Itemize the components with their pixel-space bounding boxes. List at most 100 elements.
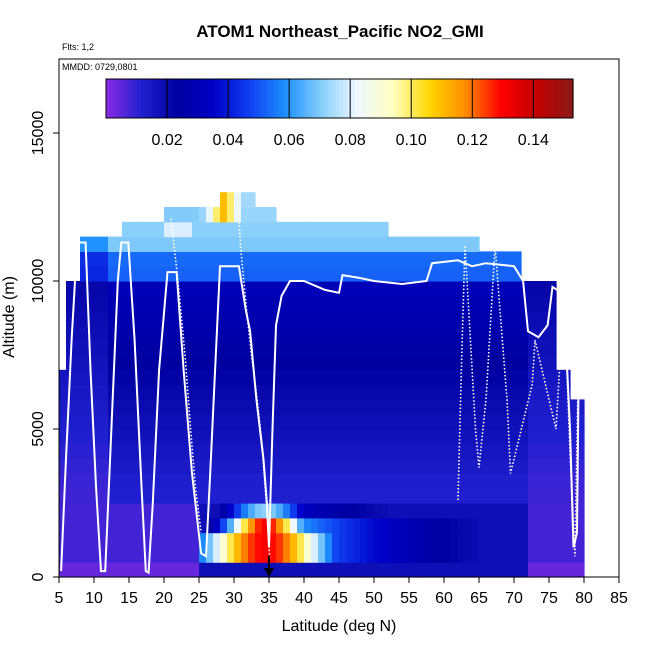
heatmap-cell <box>353 488 361 504</box>
heatmap-cell <box>87 325 95 341</box>
heatmap-cell <box>521 355 529 371</box>
heatmap-cell <box>318 340 326 356</box>
heatmap-cell <box>206 429 214 445</box>
heatmap-cell <box>577 443 585 460</box>
colorbar-swatch <box>483 79 488 118</box>
colorbar-swatch <box>374 79 380 118</box>
heatmap-cell <box>206 251 214 267</box>
heatmap-cell <box>423 458 431 474</box>
heatmap-cell <box>493 369 501 386</box>
heatmap-cell <box>465 251 473 267</box>
colorbar-swatch <box>456 79 461 118</box>
heatmap-cell <box>472 310 480 326</box>
heatmap-cell <box>535 414 543 430</box>
heatmap-cell <box>360 532 368 548</box>
heatmap-cell <box>514 281 522 297</box>
heatmap-cell <box>346 473 354 489</box>
heatmap-cell <box>297 221 305 238</box>
heatmap-cell <box>339 429 347 445</box>
heatmap-cell <box>220 281 228 297</box>
heatmap-cell <box>402 399 410 415</box>
colorbar-swatch <box>366 79 372 118</box>
heatmap-cell <box>409 340 417 356</box>
heatmap-cell <box>269 281 277 297</box>
heatmap-cell <box>150 221 158 238</box>
heatmap-cell <box>108 517 116 534</box>
colorbar-tick-label: 0.12 <box>457 132 488 149</box>
heatmap-cell <box>248 488 256 504</box>
heatmap-cell <box>409 266 417 282</box>
heatmap-cell <box>297 473 305 489</box>
heatmap-cell <box>290 340 298 356</box>
heatmap-cell <box>486 488 494 504</box>
heatmap-cell <box>423 310 431 326</box>
heatmap-cell <box>514 355 522 371</box>
colorbar-swatch <box>514 79 520 118</box>
heatmap-cell <box>367 414 375 430</box>
heatmap-cell <box>101 532 109 548</box>
heatmap-cell <box>234 355 242 371</box>
heatmap-cell <box>220 221 228 238</box>
heatmap-cell <box>87 458 95 474</box>
heatmap-cell <box>500 266 508 282</box>
heatmap-cell <box>304 399 312 415</box>
heatmap-cell <box>514 443 522 460</box>
heatmap-cell <box>402 473 410 489</box>
colorbar-swatch <box>351 79 356 118</box>
heatmap-cell <box>444 236 452 252</box>
heatmap-cell <box>451 473 459 489</box>
heatmap-cell <box>402 458 410 474</box>
heatmap-cell <box>542 414 550 430</box>
heatmap-cell <box>248 310 256 326</box>
colorbar-swatch <box>323 79 329 118</box>
heatmap-cell <box>255 547 263 563</box>
heatmap-cell <box>388 414 396 430</box>
heatmap-cell <box>563 458 571 474</box>
heatmap-cell <box>332 547 340 563</box>
heatmap-cell <box>451 458 459 474</box>
heatmap-cell <box>248 429 256 445</box>
heatmap-cell <box>388 281 396 297</box>
heatmap-cell <box>164 355 172 371</box>
heatmap-cell <box>374 325 382 341</box>
heatmap-cell <box>255 310 263 326</box>
heatmap-cell <box>311 547 319 563</box>
heatmap-cell <box>549 532 557 548</box>
heatmap-cell <box>423 488 431 504</box>
heatmap-cell <box>514 517 522 534</box>
colorbar-swatch <box>553 79 559 118</box>
heatmap-cell <box>171 414 179 430</box>
heatmap-cell <box>122 355 130 371</box>
heatmap-cell <box>241 251 249 267</box>
heatmap-cell <box>423 399 431 415</box>
heatmap-cell <box>430 281 438 297</box>
heatmap-cell <box>297 517 305 534</box>
heatmap-cell <box>521 458 529 474</box>
heatmap-cell <box>465 399 473 415</box>
heatmap-cell <box>290 295 298 312</box>
heatmap-cell <box>339 236 347 252</box>
heatmap-cell <box>276 281 284 297</box>
heatmap-cell <box>381 281 389 297</box>
heatmap-cell <box>122 547 130 563</box>
heatmap-cell <box>115 562 123 578</box>
heatmap-cell <box>136 384 144 400</box>
heatmap-cell <box>115 488 123 504</box>
heatmap-cell <box>332 355 340 371</box>
heatmap-cell <box>192 399 200 415</box>
heatmap-cell <box>332 310 340 326</box>
heatmap-cell <box>430 547 438 563</box>
heatmap-cell <box>199 236 207 252</box>
x-axis-label: Latitude (deg N) <box>282 618 397 635</box>
heatmap-cell <box>234 340 242 356</box>
heatmap-cell <box>542 340 550 356</box>
heatmap-cell <box>430 443 438 460</box>
heatmap-cell <box>493 532 501 548</box>
heatmap-cell <box>262 325 270 341</box>
x-tick-label: 85 <box>610 590 628 607</box>
heatmap-cell <box>206 281 214 297</box>
heatmap-cell <box>367 532 375 548</box>
heatmap-cell <box>283 251 291 267</box>
heatmap-cell <box>465 562 473 578</box>
heatmap-cell <box>178 295 186 312</box>
